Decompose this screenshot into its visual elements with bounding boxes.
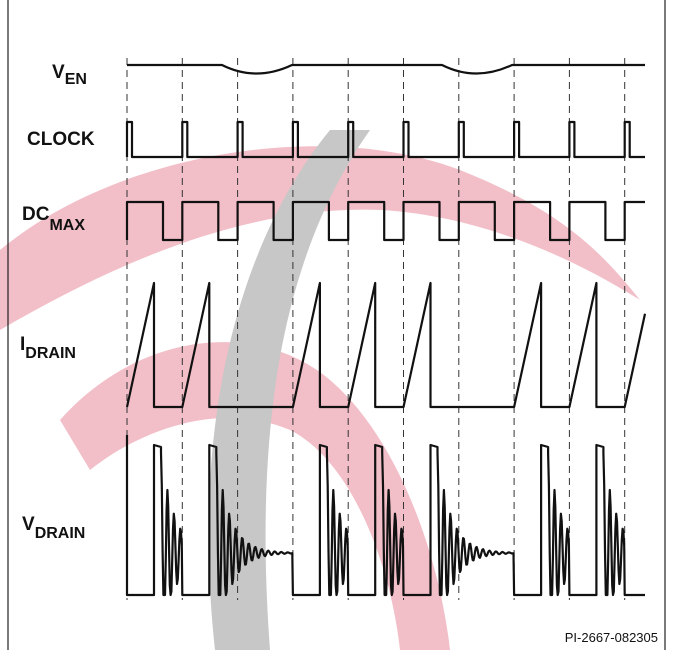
frame: [7, 0, 666, 650]
idrain-wave: [125, 281, 647, 409]
label-ven: VEN: [52, 62, 87, 88]
label-dcmax: DCMAX: [22, 204, 85, 234]
figure-id: PI-2667-082305: [565, 630, 658, 645]
label-vdrain: VDRAIN: [22, 514, 85, 542]
clock-wave: [125, 120, 645, 159]
label-clock: CLOCK: [27, 129, 95, 150]
dcmax-wave: [125, 200, 645, 242]
label-idrain: IDRAIN: [20, 334, 76, 362]
vdrain-wave: [125, 435, 645, 597]
ven-wave: [127, 63, 645, 75]
watermark: [0, 130, 640, 650]
